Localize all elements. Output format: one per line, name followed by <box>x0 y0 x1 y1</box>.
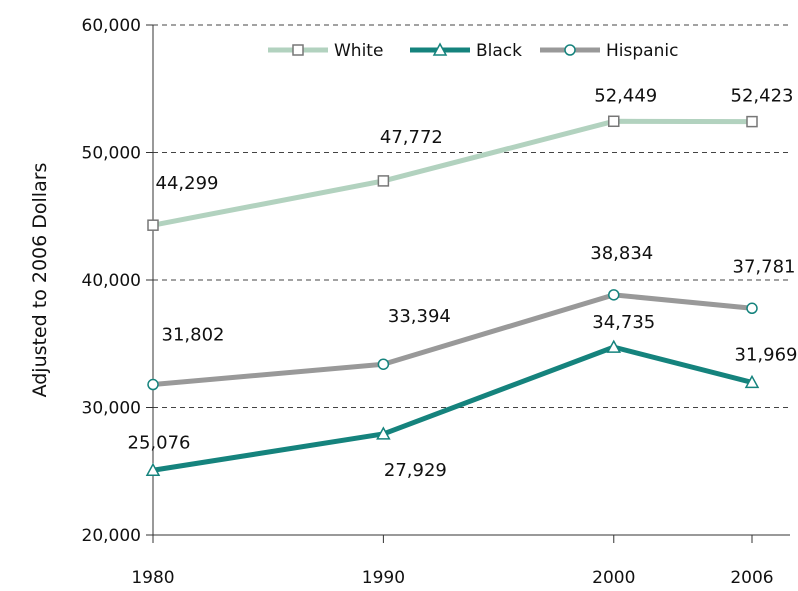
data-label-black: 27,929 <box>384 460 447 481</box>
series-line-white <box>152 118 753 228</box>
point-black <box>145 462 161 477</box>
point-hispanic <box>147 378 159 391</box>
y-tick-label: 60,000 <box>82 16 141 36</box>
x-tick-label: 2006 <box>730 568 773 588</box>
series-line-hispanic <box>152 292 753 388</box>
x-tick-label: 1990 <box>362 568 405 588</box>
point-black <box>744 374 760 389</box>
y-tick-label: 40,000 <box>82 271 141 291</box>
data-label-hispanic: 33,394 <box>388 306 451 327</box>
data-label-black: 25,076 <box>128 432 191 453</box>
data-label-black: 34,735 <box>592 312 655 333</box>
data-label-black: 31,969 <box>735 344 798 365</box>
data-label-white: 52,423 <box>731 86 794 107</box>
point-hispanic <box>377 358 390 370</box>
y-tick-label: 30,000 <box>82 399 141 419</box>
data-label-hispanic: 31,802 <box>162 325 225 346</box>
legend-marker-hispanic <box>564 44 576 56</box>
x-tick-label: 1980 <box>131 568 174 588</box>
data-label-white: 52,449 <box>594 85 657 106</box>
legend: White Black Hispanic <box>268 41 678 61</box>
legend-label-hispanic: Hispanic <box>606 41 678 61</box>
legend-label-white: White <box>334 41 383 61</box>
y-tick-label: 50,000 <box>82 144 141 164</box>
legend-marker-white <box>292 44 304 56</box>
data-label-hispanic: 37,781 <box>733 256 796 277</box>
data-labels-layer: 44,299 47,772 52,449 52,423 25,076 27,929 34,7… <box>128 85 798 481</box>
point-black <box>376 426 391 440</box>
point-white <box>746 115 758 128</box>
data-label-white: 44,299 <box>156 173 219 194</box>
series-line-black <box>152 344 753 473</box>
point-hispanic <box>608 289 620 301</box>
axes-layer: 20,000 30,000 40,000 50,000 60,000 1980 1990 20… <box>82 16 790 588</box>
point-white <box>608 115 620 128</box>
y-axis-title: Adjusted to 2006 Dollars <box>29 163 51 398</box>
data-label-white: 47,772 <box>380 127 443 148</box>
point-white <box>147 219 159 231</box>
x-tick-label: 2000 <box>592 568 635 588</box>
y-tick-label: 20,000 <box>82 526 141 546</box>
point-hispanic <box>746 302 758 315</box>
series-layer <box>145 115 760 477</box>
legend-marker-black <box>432 42 448 56</box>
point-black <box>606 339 622 353</box>
data-label-hispanic: 38,834 <box>590 243 653 264</box>
legend-label-black: Black <box>476 41 522 61</box>
grid-layer <box>153 24 790 408</box>
point-white <box>377 175 390 187</box>
